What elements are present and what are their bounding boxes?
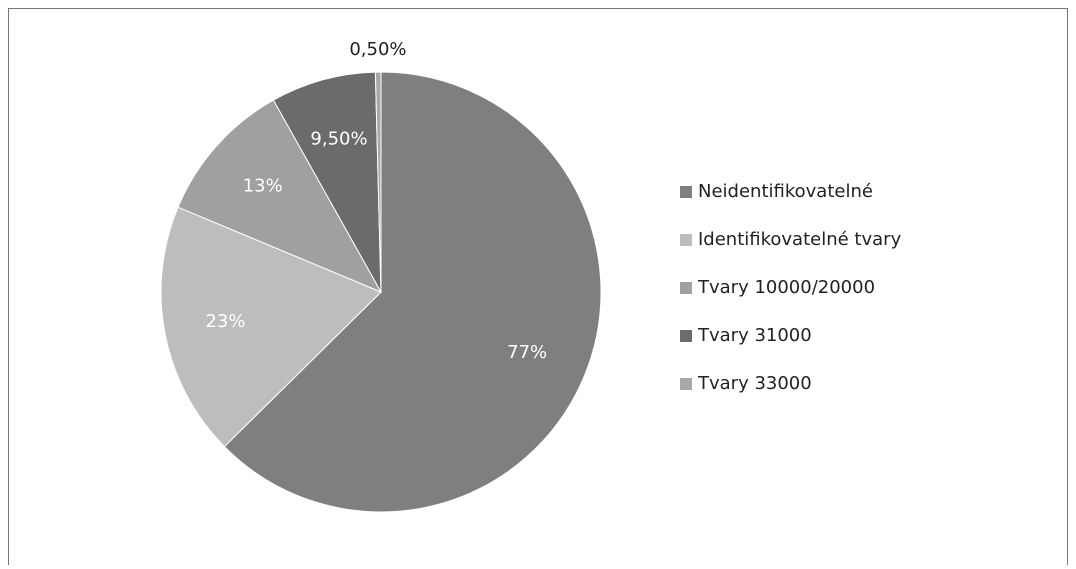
data-label: 0,50%: [349, 39, 406, 60]
pie-slice: [223, 71, 602, 513]
data-label: 23%: [205, 311, 245, 332]
legend-label: Tvary 33000: [697, 373, 812, 394]
legend-label: Identifikovatelné tvary: [698, 229, 902, 250]
pie-slice: [177, 99, 383, 294]
legend-swatch: [680, 234, 692, 246]
legend-swatch: [680, 282, 692, 294]
pie-slice: [272, 71, 382, 293]
pie-slice: [160, 206, 382, 448]
legend-label: Neidentifikovatelné: [698, 181, 873, 202]
data-label: 13%: [243, 176, 283, 197]
legend-swatch: [680, 186, 692, 198]
legend-swatch: [680, 378, 692, 390]
data-label: 9,50%: [310, 128, 367, 149]
data-label: 77%: [507, 342, 547, 363]
legend-swatch: [680, 330, 692, 342]
pie-slice: [374, 71, 382, 293]
legend-label: Tvary 10000/20000: [697, 277, 875, 298]
legend-label: Tvary 31000: [697, 325, 812, 346]
